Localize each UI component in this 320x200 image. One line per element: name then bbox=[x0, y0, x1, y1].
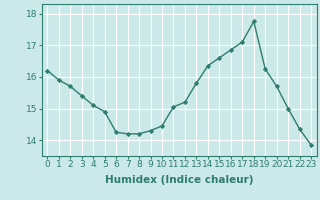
X-axis label: Humidex (Indice chaleur): Humidex (Indice chaleur) bbox=[105, 175, 253, 185]
